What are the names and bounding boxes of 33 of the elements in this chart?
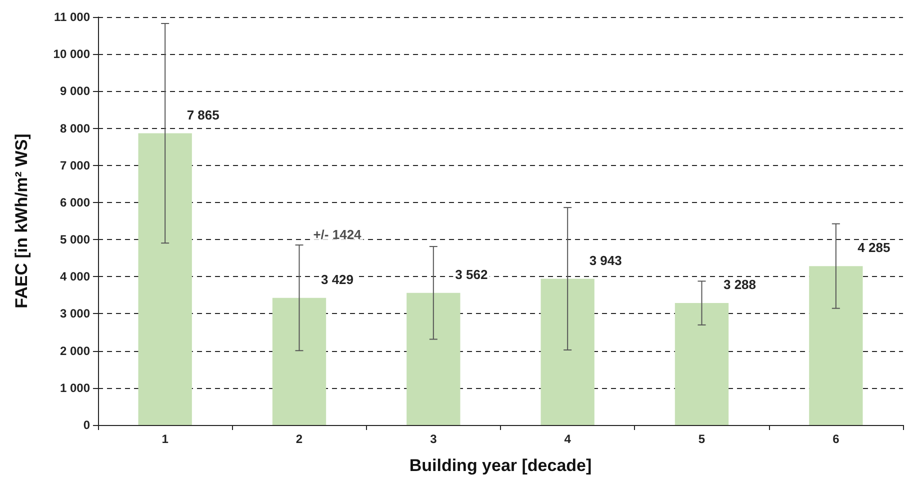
data-label: 3 429 [320, 272, 354, 287]
data-label: 7 865 [186, 107, 220, 122]
bar [540, 278, 594, 425]
y-tick-label: 5 000 [60, 232, 90, 247]
data-label: 3 562 [455, 266, 488, 282]
y-tick-label: 9 000 [60, 84, 90, 98]
y-tick-label: 4 000 [60, 270, 90, 284]
annotation: +/- 1424 [313, 227, 362, 242]
bar [406, 292, 460, 425]
data-label: 4 285 [858, 240, 890, 256]
x-tick-label: 3 [430, 432, 438, 446]
bar [272, 298, 326, 425]
y-tick-label: 10 000 [53, 47, 90, 62]
y-tick-label: 0 [83, 418, 90, 432]
bar [809, 266, 863, 425]
y-tick-label: 2 000 [60, 344, 90, 358]
y-tick-label: 3 000 [60, 306, 90, 321]
x-tick-label: 2 [296, 432, 303, 446]
y-tick-label: 7 000 [60, 158, 90, 172]
bar [138, 133, 192, 425]
data-label: 3 288 [723, 277, 756, 292]
data-label: 3 943 [589, 252, 622, 268]
x-tick-label: 6 [832, 432, 840, 446]
y-tick-label: 6 000 [60, 195, 90, 210]
bar [674, 303, 729, 425]
y-axis-title: FAEC [in kWh/m² WS] [12, 134, 31, 308]
x-tick-label: 5 [698, 432, 706, 446]
x-tick-label: 4 [564, 432, 572, 446]
x-axis-title: Building year [decade] [409, 456, 592, 475]
y-tick-label: 1 000 [60, 380, 90, 395]
y-tick-label: 8 000 [60, 121, 90, 136]
y-tick-label: 11 000 [54, 10, 90, 24]
x-tick-label: 1 [162, 432, 169, 446]
